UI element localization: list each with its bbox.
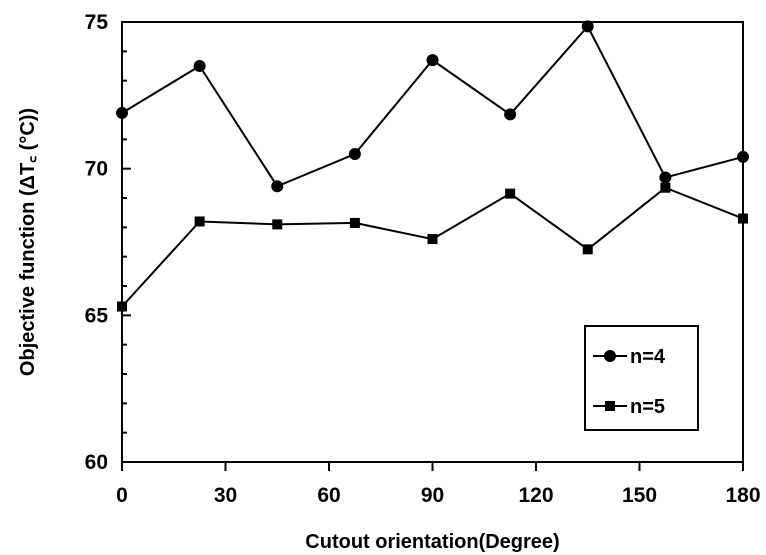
data-point [659,171,672,184]
y-tick-label: 60 [85,451,108,474]
plot-frame [121,21,744,463]
series-line [121,24,744,188]
data-point [348,148,361,160]
data-point [194,216,205,227]
y-axis-ticks: 60 65 70 75 [85,11,131,474]
y-axis-title: Objective function (ΔT꜀ (°C)) [17,108,39,376]
data-point [660,182,671,193]
x-tick-label: 120 [518,484,553,507]
data-point [271,180,284,193]
data-point [427,234,438,245]
data-point [349,217,360,228]
data-point [582,244,593,255]
data-point [504,108,517,121]
y-tick-label: 70 [85,158,108,181]
legend-label: n=4 [630,346,666,368]
legend-label: n=5 [630,396,665,418]
data-point [272,219,283,230]
y-tick-label: 65 [85,304,109,327]
x-axis-title: Cutout orientation(Degree) [305,531,559,553]
series-n=5 [117,182,748,312]
x-tick-label: 90 [421,484,444,507]
data-point [426,54,439,67]
x-tick-label: 30 [214,484,237,507]
legend-marker [604,350,616,362]
series-layer [116,20,749,312]
legend-item: n=5 [593,396,665,418]
data-point [581,20,594,33]
y-tick-label: 75 [85,11,109,34]
x-tick-label: 180 [725,484,760,507]
x-axis-ticks: 0 30 60 90 120 150 180 [116,462,761,507]
series-n=4 [116,20,749,193]
legend-box [584,325,699,431]
series-line [121,186,744,308]
x-tick-label: 60 [317,484,340,507]
legend-item: n=4 [593,346,666,368]
legend: n=4 n=5 [584,325,699,431]
data-point [505,188,516,199]
x-tick-label: 0 [116,484,128,507]
x-tick-label: 150 [622,484,657,507]
legend-marker [605,401,615,411]
data-point [193,60,206,72]
